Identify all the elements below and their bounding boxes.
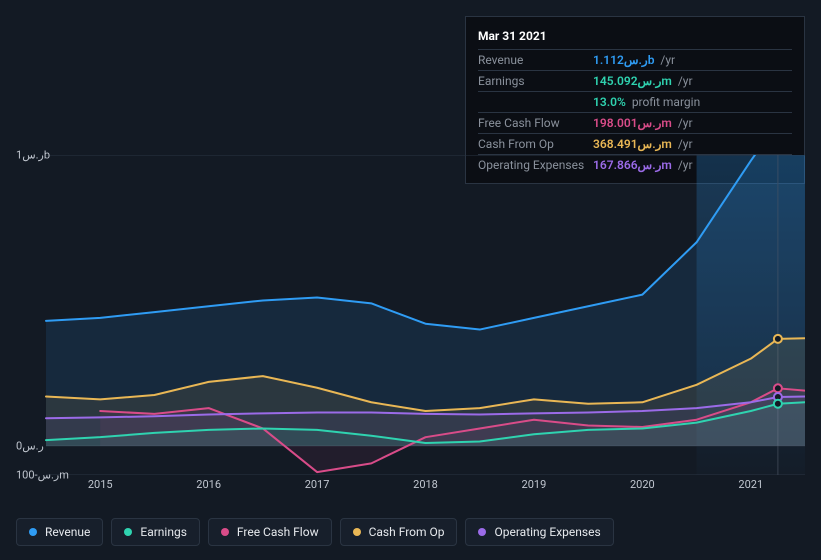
x-axis-label: 2016 bbox=[196, 478, 221, 491]
x-axis-label: 2018 bbox=[413, 478, 438, 491]
tooltip-subrow: 13.0% profit margin bbox=[478, 92, 792, 113]
y-axis-label: ر.س0 bbox=[16, 439, 60, 452]
legend-label: Earnings bbox=[140, 525, 187, 539]
tooltip-value: 145.092 bbox=[593, 74, 638, 88]
tooltip-value: 1.112 bbox=[593, 53, 624, 67]
line-chart-svg bbox=[16, 155, 805, 475]
legend-item[interactable]: Cash From Op bbox=[340, 518, 458, 546]
tooltip-row: Cash From Op368.491ر.سm /yr bbox=[478, 134, 792, 155]
tooltip-value: 368.491 bbox=[593, 137, 638, 151]
x-axis-label: 2020 bbox=[630, 478, 655, 491]
legend-item[interactable]: Operating Expenses bbox=[465, 518, 613, 546]
legend-label: Cash From Op bbox=[369, 525, 445, 539]
legend-dot-icon bbox=[124, 528, 132, 536]
tooltip-label: Earnings bbox=[478, 74, 593, 88]
x-axis-labels: 2015 2016 2017 2018 2019 2020 2021 bbox=[16, 478, 805, 498]
tooltip-row: Revenue1.112ر.سb /yr bbox=[478, 50, 792, 71]
tooltip-value: 198.001 bbox=[593, 116, 638, 130]
legend-item[interactable]: Revenue bbox=[16, 518, 103, 546]
legend: Revenue Earnings Free Cash Flow Cash From O… bbox=[16, 518, 614, 546]
legend-dot-icon bbox=[29, 528, 37, 536]
legend-label: Operating Expenses bbox=[494, 525, 600, 539]
x-axis-label: 2021 bbox=[738, 478, 763, 491]
legend-label: Revenue bbox=[45, 525, 90, 539]
tooltip-label: Revenue bbox=[478, 53, 593, 67]
chart-area[interactable]: ر.س1bر.س0ر.س-100m bbox=[16, 155, 805, 475]
tooltip-label: Cash From Op bbox=[478, 137, 593, 151]
legend-item[interactable]: Earnings bbox=[111, 518, 200, 546]
x-axis-label: 2015 bbox=[88, 478, 113, 491]
tooltip-row: Free Cash Flow198.001ر.سm /yr bbox=[478, 113, 792, 134]
legend-dot-icon bbox=[221, 528, 229, 536]
x-axis-label: 2017 bbox=[305, 478, 330, 491]
legend-dot-icon bbox=[353, 528, 361, 536]
legend-label: Free Cash Flow bbox=[237, 525, 319, 539]
legend-item[interactable]: Free Cash Flow bbox=[208, 518, 332, 546]
tooltip-date: Mar 31 2021 bbox=[478, 25, 792, 50]
x-axis-label: 2019 bbox=[522, 478, 547, 491]
y-axis-label: ر.س1b bbox=[16, 149, 60, 162]
legend-dot-icon bbox=[478, 528, 486, 536]
tooltip-row: Earnings145.092ر.سm /yr bbox=[478, 71, 792, 92]
tooltip-label: Free Cash Flow bbox=[478, 116, 593, 130]
